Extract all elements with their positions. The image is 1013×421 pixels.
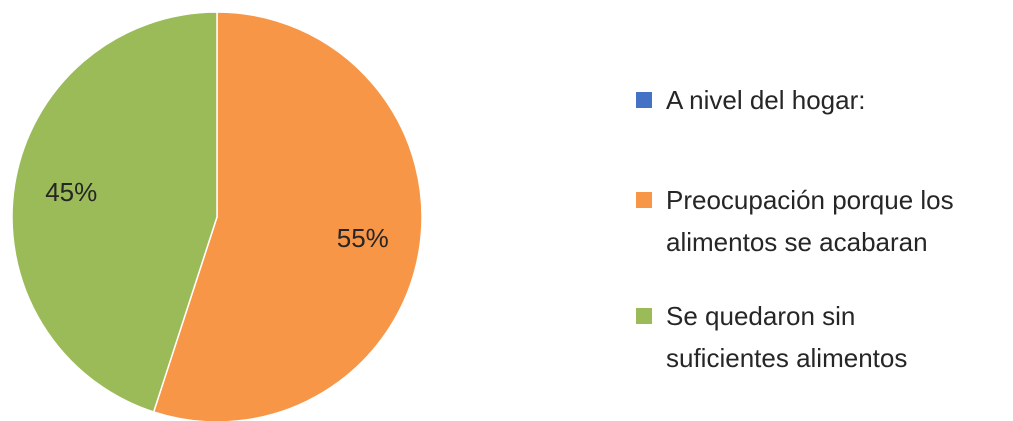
- pie-slice: [11, 11, 218, 413]
- legend-label: Preocupación porque los alimentos se acab…: [666, 185, 954, 257]
- legend-swatch: [636, 308, 652, 324]
- legend-swatch: [636, 92, 652, 108]
- legend-label: A nivel del hogar:: [666, 85, 865, 115]
- legend-label: Se quedaron sin suficientes alimentos: [666, 301, 907, 373]
- slice-data-label: 55%: [337, 223, 389, 253]
- pie-slice: [152, 11, 423, 421]
- pie-slices: [11, 11, 423, 421]
- legend-item: A nivel del hogar:: [636, 85, 865, 115]
- legend-item: Preocupación porque los alimentos se acab…: [636, 185, 954, 257]
- slice-labels: 55% 45%: [45, 177, 389, 253]
- legend: A nivel del hogar: Preocupación porque lo…: [636, 85, 954, 373]
- slice-data-label: 45%: [45, 177, 97, 207]
- legend-item: Se quedaron sin suficientes alimentos: [636, 301, 907, 373]
- legend-swatch: [636, 192, 652, 208]
